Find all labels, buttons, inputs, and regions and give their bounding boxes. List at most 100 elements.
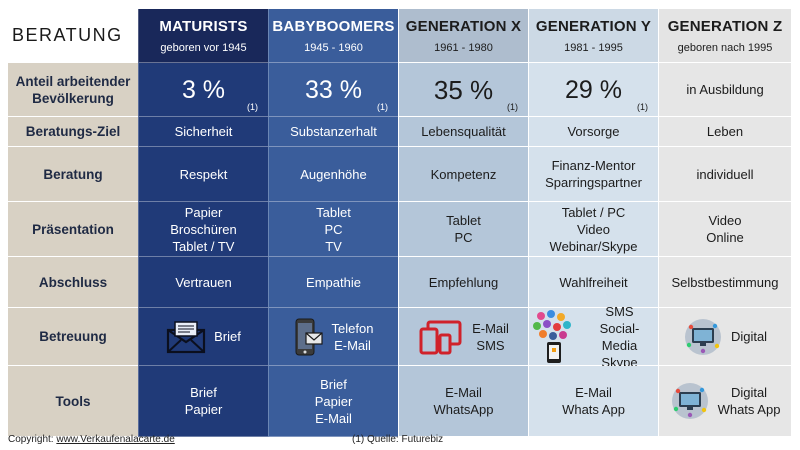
cell-text: Vorsorge bbox=[567, 124, 620, 139]
row-label-anteil: Anteil arbeitender Bevölkerung bbox=[8, 63, 138, 117]
generation-name: GENERATION X bbox=[405, 18, 522, 35]
cell-text: Broschüren bbox=[170, 221, 237, 237]
betreuung-maturists: Brief bbox=[138, 308, 268, 366]
digital-globe-icon bbox=[683, 317, 723, 357]
cell-text: Vertrauen bbox=[175, 274, 232, 290]
row-label: Beratungs-Ziel bbox=[25, 124, 121, 139]
cell-text: Papier bbox=[184, 204, 223, 220]
anteil-babyboomers: 33 % (1) bbox=[268, 63, 398, 117]
cell-text: TV bbox=[325, 238, 342, 254]
row-label-tools: Tools bbox=[8, 366, 138, 437]
beratung-babyboomers: Augenhöhe bbox=[268, 147, 398, 202]
tools-generation-z: Digital Whats App bbox=[658, 366, 791, 437]
cell-text: WhatsApp bbox=[433, 402, 494, 417]
copyright-link[interactable]: www.Verkaufenalacarte.de bbox=[56, 434, 175, 445]
cell-text: Skype bbox=[601, 354, 638, 370]
cell-text: Substanzerhalt bbox=[290, 124, 377, 139]
cell-text: Empfehlung bbox=[428, 274, 499, 290]
beratung-maturists: Respekt bbox=[138, 147, 268, 202]
cell-text: Empathie bbox=[306, 274, 361, 290]
betreuung-generation-z: Digital bbox=[658, 308, 791, 366]
abschluss-maturists: Vertrauen bbox=[138, 257, 268, 308]
abschluss-generation-z: Selbstbestimmung bbox=[658, 257, 791, 308]
devices-icon bbox=[418, 319, 464, 355]
row-label-ziel: Beratungs-Ziel bbox=[8, 117, 138, 147]
cell-text: Sparringspartner bbox=[545, 175, 642, 190]
cell-text: Video bbox=[708, 213, 742, 228]
tools-babyboomers: Brief Papier E-Mail bbox=[268, 366, 398, 437]
row-label: Präsentation bbox=[32, 221, 114, 237]
cell-text: Finanz-Mentor bbox=[551, 158, 636, 173]
phone-mail-icon bbox=[294, 317, 324, 357]
envelope-icon bbox=[166, 320, 206, 354]
header-generation-x: GENERATION X 1961 - 1980 bbox=[398, 9, 528, 63]
cell-lines: E-Mail SMS bbox=[472, 320, 509, 354]
praesentation-generation-z: Video Online bbox=[658, 202, 791, 257]
share-value: in Ausbildung bbox=[686, 82, 764, 97]
abschluss-generation-y: Wahlfreiheit bbox=[528, 257, 658, 308]
table-title: BERATUNG bbox=[12, 25, 123, 45]
cell-text: E-Mail bbox=[334, 337, 371, 353]
betreuung-babyboomers: Telefon E-Mail bbox=[268, 308, 398, 366]
cell-text: Kompetenz bbox=[430, 166, 497, 182]
cell-text: E-Mail bbox=[472, 320, 509, 336]
footnote-marker: (1) bbox=[247, 102, 258, 112]
header-maturists: MATURISTS geboren vor 1945 bbox=[138, 9, 268, 63]
digital-globe-icon bbox=[670, 381, 710, 421]
cell-text: Online bbox=[706, 230, 744, 245]
source-note: (1) Quelle: Futurebiz bbox=[352, 434, 444, 445]
cell-text: Selbstbestimmung bbox=[671, 274, 779, 290]
generation-name: GENERATION Y bbox=[535, 18, 652, 35]
generations-consulting-table: BERATUNG MATURISTS geboren vor 1945 BABY… bbox=[8, 9, 791, 437]
generation-years: 1961 - 1980 bbox=[434, 42, 493, 54]
praesentation-generation-y: Tablet / PC Video Webinar/Skype bbox=[528, 202, 658, 257]
cell-text: Tablet bbox=[316, 204, 351, 220]
generation-name: BABYBOOMERS bbox=[272, 18, 395, 35]
abschluss-babyboomers: Empathie bbox=[268, 257, 398, 308]
cell-text: individuell bbox=[696, 166, 754, 182]
cell-text: SMS bbox=[476, 337, 505, 353]
anteil-generation-z: in Ausbildung bbox=[658, 63, 791, 117]
anteil-generation-x: 35 % (1) bbox=[398, 63, 528, 117]
cell-text: SMS bbox=[605, 303, 634, 319]
header-generation-z: GENERATION Z geboren nach 1995 bbox=[658, 9, 791, 63]
cell-text: Social-Media bbox=[599, 320, 640, 353]
cell-text: Papier bbox=[184, 402, 223, 417]
ziel-maturists: Sicherheit bbox=[138, 117, 268, 147]
header-babyboomers: BABYBOOMERS 1945 - 1960 bbox=[268, 9, 398, 63]
cell-text: E-Mail bbox=[315, 410, 352, 426]
beratung-generation-x: Kompetenz bbox=[398, 147, 528, 202]
cell-text: PC bbox=[454, 230, 473, 245]
row-label-praesentation: Präsentation bbox=[8, 202, 138, 257]
share-value: 3 % bbox=[181, 75, 226, 104]
cell-text: Brief bbox=[320, 376, 347, 392]
cell-text: E-Mail bbox=[575, 385, 612, 400]
cell-text: Leben bbox=[706, 124, 744, 139]
social-media-icon bbox=[533, 309, 577, 364]
row-label: Beratung bbox=[43, 166, 103, 182]
generation-name: MATURISTS bbox=[159, 18, 248, 35]
source-footnote: (1) Quelle: Futurebiz bbox=[352, 434, 443, 445]
cell-text: Telefon bbox=[331, 320, 374, 336]
footnote-marker: (1) bbox=[377, 102, 388, 112]
generation-years: 1945 - 1960 bbox=[304, 42, 363, 54]
ziel-generation-y: Vorsorge bbox=[528, 117, 658, 147]
header-generation-y: GENERATION Y 1981 - 1995 bbox=[528, 9, 658, 63]
beratung-generation-z: individuell bbox=[658, 147, 791, 202]
tools-maturists: Brief Papier bbox=[138, 366, 268, 437]
cell-lines: Telefon E-Mail bbox=[332, 320, 374, 354]
cell-text: Sicherheit bbox=[174, 124, 233, 139]
cell-text: Digital bbox=[730, 329, 768, 344]
footnote-marker: (1) bbox=[637, 102, 648, 112]
praesentation-babyboomers: Tablet PC TV bbox=[268, 202, 398, 257]
cell-text: Whats App bbox=[717, 402, 781, 417]
row-label: Tools bbox=[55, 393, 91, 409]
generation-years: 1981 - 1995 bbox=[564, 42, 623, 54]
row-label: Anteil arbeitender Bevölkerung bbox=[15, 73, 131, 106]
generation-years: geboren vor 1945 bbox=[160, 42, 247, 54]
share-value: 33 % bbox=[305, 75, 362, 104]
ziel-generation-z: Leben bbox=[658, 117, 791, 147]
generation-years: geboren nach 1995 bbox=[677, 42, 773, 54]
row-label: Abschluss bbox=[38, 274, 108, 290]
generation-name: GENERATION Z bbox=[667, 18, 783, 35]
